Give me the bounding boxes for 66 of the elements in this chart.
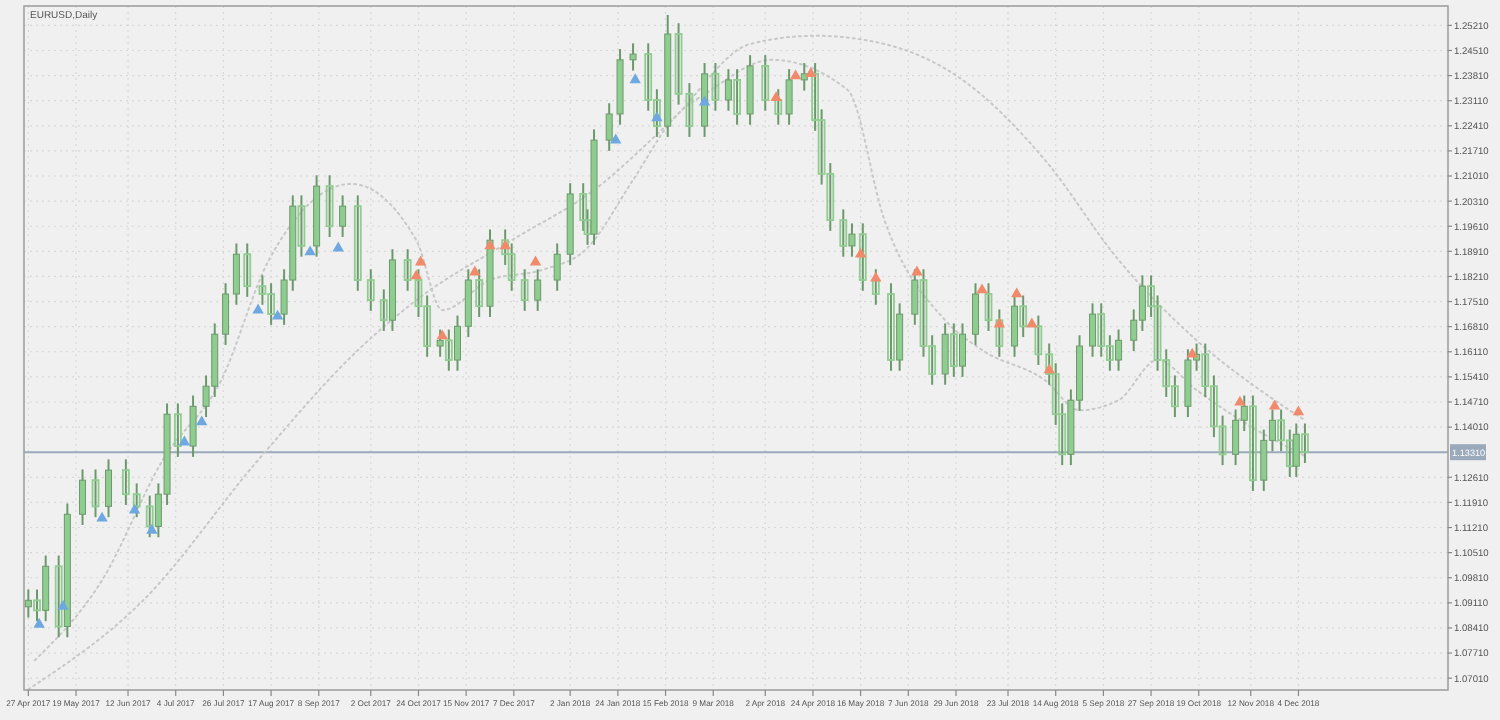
candlestick [325, 174, 334, 238]
point [1011, 287, 1023, 298]
point [178, 435, 191, 446]
point [854, 247, 867, 258]
point [332, 241, 344, 252]
point [610, 133, 622, 144]
point [1292, 405, 1305, 416]
candlestick [1184, 348, 1192, 419]
point [770, 91, 782, 102]
point [304, 245, 316, 256]
candlestick [444, 328, 453, 372]
point [271, 309, 284, 320]
point [33, 617, 45, 628]
point [410, 269, 422, 280]
candlestick [553, 242, 561, 292]
candlestick [685, 82, 694, 138]
point [993, 317, 1006, 328]
candlestick [366, 268, 375, 312]
point [196, 415, 208, 426]
candlestick [189, 394, 197, 458]
point [1186, 347, 1198, 358]
point [57, 599, 69, 610]
point [629, 73, 641, 84]
point [146, 523, 158, 534]
point [484, 239, 496, 250]
candlestick [520, 268, 529, 312]
candlestick [105, 458, 113, 519]
point [805, 67, 817, 78]
candlestick [674, 22, 683, 106]
candlestick [887, 282, 895, 372]
candlestick [91, 468, 100, 519]
point [414, 255, 427, 266]
candlestick [222, 282, 230, 346]
candlestick [79, 468, 87, 527]
point [1268, 399, 1281, 410]
candlestick [629, 42, 637, 72]
candlestick [1089, 302, 1097, 358]
candlestick [267, 282, 275, 326]
point [870, 271, 882, 282]
candlestick [453, 314, 461, 372]
point [96, 511, 108, 522]
point [911, 265, 923, 276]
candlestick [733, 68, 741, 126]
point [128, 503, 141, 514]
point [499, 239, 511, 250]
candlestick [972, 282, 979, 346]
candlestick [761, 54, 770, 112]
candlestick [949, 322, 958, 378]
point [529, 255, 542, 266]
point [1234, 395, 1246, 406]
point [651, 111, 663, 122]
point [1026, 317, 1038, 328]
point [436, 329, 448, 340]
point [698, 95, 711, 106]
point [1043, 363, 1055, 374]
candlestick [1232, 408, 1240, 467]
point [976, 283, 988, 294]
candlestick [339, 194, 347, 238]
candlestick [871, 268, 880, 306]
candlestick [534, 268, 542, 312]
candlestick [353, 194, 362, 292]
candlestick [839, 208, 848, 258]
candlestick [1097, 302, 1106, 358]
candlestick [711, 62, 720, 112]
point [789, 69, 802, 80]
candlestick [1301, 422, 1309, 464]
